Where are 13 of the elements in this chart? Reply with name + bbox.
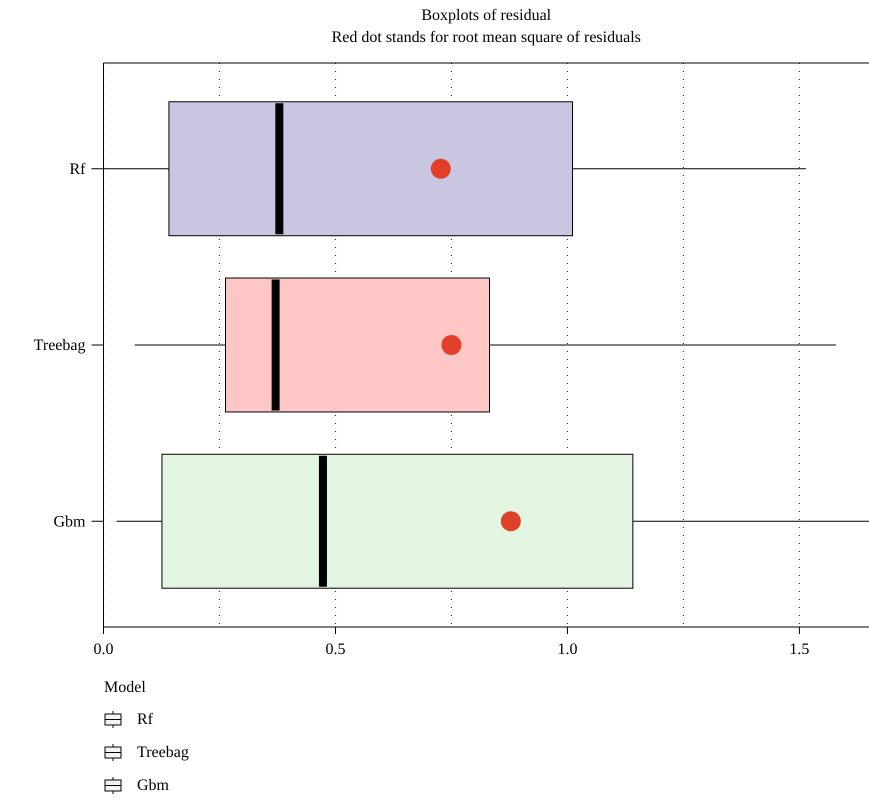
chart-title: Boxplots of residual: [421, 7, 552, 24]
x-tick-label: 1.0: [557, 641, 578, 658]
y-tick-label: Gbm: [54, 513, 86, 530]
category-label: Gbm: [137, 777, 169, 794]
x-tick-label: 0.5: [325, 641, 346, 658]
y-tick-label: Treebag: [34, 337, 86, 354]
category-label: Treebag: [137, 744, 189, 761]
legend-title: Model: [104, 679, 146, 696]
x-tick-label: 1.5: [789, 641, 810, 658]
chart-subtitle: Red dot stands for root mean square of residuals: [332, 29, 641, 46]
y-tick-label: Rf: [70, 160, 86, 178]
x-tick-label: 0.0: [94, 641, 114, 658]
category-label: Rf: [137, 711, 153, 728]
